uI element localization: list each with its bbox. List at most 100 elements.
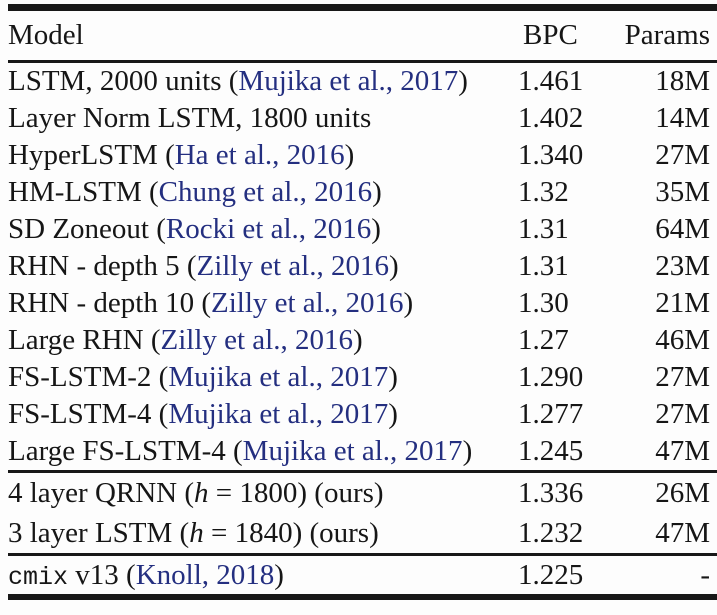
model-cell: Large FS-LSTM-4 (Mujika et al., 2017) bbox=[8, 433, 512, 472]
model-cell: FS-LSTM-2 (Mujika et al., 2017) bbox=[8, 359, 512, 398]
model-text: LSTM, 2000 units ( bbox=[8, 65, 239, 97]
table-row: RHN - depth 5 (Zilly et al., 2016) 1.31 23… bbox=[8, 248, 717, 285]
model-text: = 1840) (ours) bbox=[203, 517, 379, 549]
model-text: FS-LSTM-2 ( bbox=[8, 361, 169, 393]
params-cell: 18M bbox=[655, 65, 710, 97]
table-row: 3 layer LSTM (h = 1840) (ours) 1.232 47M bbox=[8, 513, 717, 553]
bpc-cell: 1.30 bbox=[518, 287, 569, 319]
bpc-cell: 1.277 bbox=[518, 398, 584, 430]
params-cell: 64M bbox=[655, 213, 710, 245]
model-text: ) bbox=[403, 287, 414, 319]
table-row: Layer Norm LSTM, 1800 units 1.402 14M bbox=[8, 100, 717, 137]
citation-link[interactable]: Chung et al., 2016 bbox=[158, 176, 373, 208]
citation-link[interactable]: Zilly et al., 2016 bbox=[160, 324, 353, 356]
table-row: Large RHN (Zilly et al., 2016) 1.27 46M bbox=[8, 322, 717, 359]
model-cell: HM-LSTM (Chung et al., 2016) bbox=[8, 174, 512, 213]
bpc-cell: 1.31 bbox=[518, 213, 569, 245]
citation-link[interactable]: Mujika et al., 2017 bbox=[242, 435, 463, 467]
math-var: h bbox=[189, 517, 204, 549]
model-cell: HyperLSTM (Ha et al., 2016) bbox=[8, 137, 512, 176]
bpc-cell: 1.32 bbox=[518, 176, 569, 208]
citation-link[interactable]: Zilly et al., 2016 bbox=[196, 250, 389, 282]
model-text: ) bbox=[352, 324, 363, 356]
bpc-cell: 1.225 bbox=[518, 559, 584, 591]
mono-text: cmix bbox=[8, 563, 69, 592]
model-text: ) bbox=[388, 361, 398, 393]
bpc-cell: 1.336 bbox=[518, 477, 584, 509]
citation-link[interactable]: Mujika et al., 2017 bbox=[168, 398, 389, 430]
model-text: v13 ( bbox=[68, 559, 136, 591]
params-cell: 27M bbox=[655, 398, 710, 430]
header-model: Model bbox=[8, 19, 84, 51]
model-text: RHN - depth 5 ( bbox=[8, 250, 197, 282]
params-cell: 46M bbox=[655, 324, 710, 356]
table-row: cmix v13 (Knoll, 2018) 1.225- bbox=[8, 556, 717, 594]
bpc-cell: 1.245 bbox=[518, 435, 584, 467]
model-text: 4 layer QRNN ( bbox=[8, 477, 195, 509]
model-cell: Layer Norm LSTM, 1800 units bbox=[8, 100, 512, 139]
bpc-cell: 1.31 bbox=[518, 250, 569, 282]
model-text: ) bbox=[344, 139, 355, 171]
table-header-row: Model BPC Params bbox=[8, 11, 717, 60]
bottom-rule bbox=[8, 594, 717, 600]
citation-link[interactable]: Mujika et al., 2017 bbox=[168, 361, 389, 393]
table-row: Large FS-LSTM-4 (Mujika et al., 2017) 1.2… bbox=[8, 433, 717, 470]
bpc-cell: 1.461 bbox=[518, 65, 584, 97]
model-text: ) bbox=[274, 559, 284, 591]
bpc-cell: 1.340 bbox=[518, 139, 584, 171]
params-cell: 23M bbox=[655, 250, 710, 282]
model-text: ) bbox=[372, 176, 382, 208]
group-separator-rule bbox=[8, 553, 717, 556]
model-text: 3 layer LSTM ( bbox=[8, 517, 190, 549]
bpc-cell: 1.290 bbox=[518, 361, 584, 393]
params-cell: 26M bbox=[655, 477, 710, 509]
table-row: FS-LSTM-2 (Mujika et al., 2017) 1.290 27M bbox=[8, 359, 717, 396]
model-cell: SD Zoneout (Rocki et al., 2016) bbox=[8, 211, 512, 250]
group-separator-rule bbox=[8, 470, 717, 473]
table-row: 4 layer QRNN (h = 1800) (ours) 1.336 26M bbox=[8, 473, 717, 513]
params-cell: 27M bbox=[655, 139, 710, 171]
citation-link[interactable]: Ha et al., 2016 bbox=[174, 139, 345, 171]
model-text: SD Zoneout ( bbox=[8, 213, 166, 245]
params-cell: - bbox=[700, 559, 710, 591]
params-cell: 14M bbox=[655, 102, 710, 134]
model-cell: 4 layer QRNN (h = 1800) (ours) bbox=[8, 473, 512, 516]
table-row: HM-LSTM (Chung et al., 2016) 1.32 35M bbox=[8, 174, 717, 211]
model-text: HM-LSTM ( bbox=[8, 176, 159, 208]
params-cell: 27M bbox=[655, 361, 710, 393]
model-text: ) bbox=[458, 65, 468, 97]
model-cell: RHN - depth 5 (Zilly et al., 2016) bbox=[8, 248, 512, 287]
model-text: HyperLSTM ( bbox=[8, 139, 175, 171]
header-bpc: BPC bbox=[523, 19, 578, 51]
header-rule bbox=[8, 60, 717, 63]
citation-link[interactable]: Mujika et al., 2017 bbox=[238, 65, 459, 97]
model-text: ) bbox=[388, 250, 399, 282]
params-cell: 47M bbox=[655, 517, 710, 549]
bpc-cell: 1.27 bbox=[518, 324, 569, 356]
model-text: Layer Norm LSTM, 1800 units bbox=[8, 102, 372, 134]
citation-link[interactable]: Rocki et al., 2016 bbox=[165, 213, 372, 245]
model-cell: cmix v13 (Knoll, 2018) bbox=[8, 556, 512, 597]
model-cell: LSTM, 2000 units (Mujika et al., 2017) bbox=[8, 63, 512, 102]
params-cell: 47M bbox=[655, 435, 710, 467]
model-text: Large FS-LSTM-4 ( bbox=[8, 435, 243, 467]
model-text: ) bbox=[388, 398, 398, 430]
table-row: FS-LSTM-4 (Mujika et al., 2017) 1.277 27M bbox=[8, 396, 717, 433]
table-row: SD Zoneout (Rocki et al., 2016) 1.31 64M bbox=[8, 211, 717, 248]
bpc-cell: 1.232 bbox=[518, 517, 584, 549]
model-cell: FS-LSTM-4 (Mujika et al., 2017) bbox=[8, 396, 512, 435]
model-text: RHN - depth 10 ( bbox=[8, 287, 211, 319]
params-cell: 21M bbox=[655, 287, 710, 319]
model-cell: Large RHN (Zilly et al., 2016) bbox=[8, 322, 512, 361]
params-cell: 35M bbox=[655, 176, 710, 208]
citation-link[interactable]: Knoll, 2018 bbox=[135, 559, 275, 591]
table-row: RHN - depth 10 (Zilly et al., 2016) 1.30 2… bbox=[8, 285, 717, 322]
table-row: HyperLSTM (Ha et al., 2016) 1.340 27M bbox=[8, 137, 717, 174]
model-cell: RHN - depth 10 (Zilly et al., 2016) bbox=[8, 285, 512, 324]
top-rule bbox=[8, 4, 717, 11]
math-var: h bbox=[194, 477, 209, 509]
model-text: Large RHN ( bbox=[8, 324, 161, 356]
model-cell: 3 layer LSTM (h = 1840) (ours) bbox=[8, 513, 512, 556]
citation-link[interactable]: Zilly et al., 2016 bbox=[210, 287, 404, 319]
